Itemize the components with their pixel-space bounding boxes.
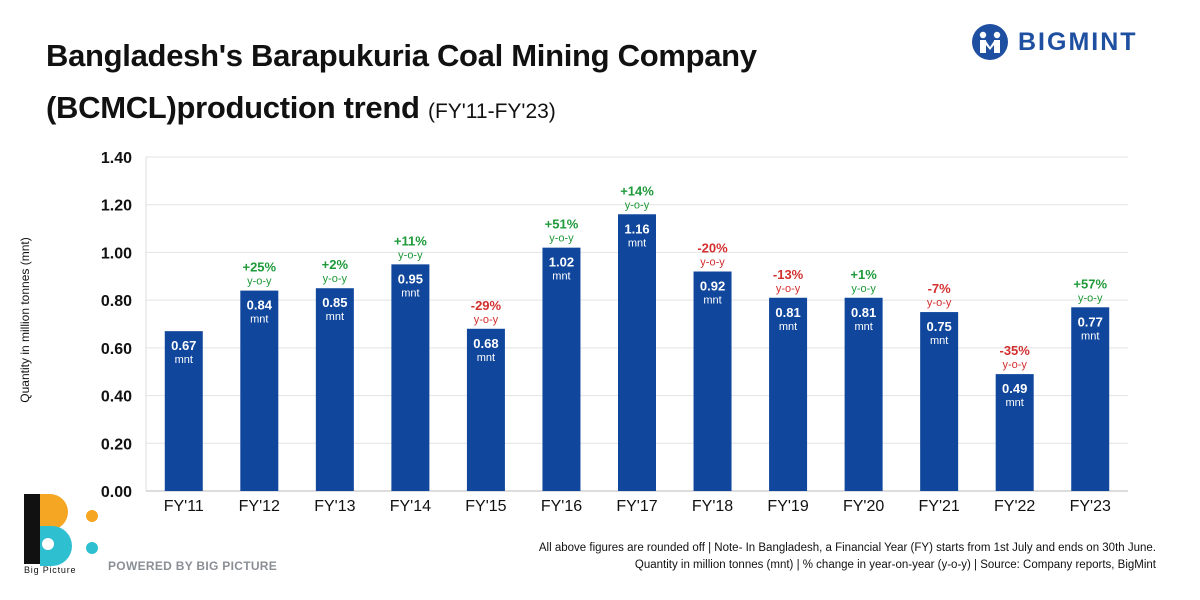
x-tick-label: FY'12 xyxy=(239,498,280,515)
yoy-change-label: -35% xyxy=(1000,343,1031,358)
y-tick-label: 1.20 xyxy=(101,198,132,215)
powered-by-text: POWERED BY BIG PICTURE xyxy=(108,559,278,573)
bar-value-label: 0.67 xyxy=(171,338,196,353)
yoy-unit-label: y-o-y xyxy=(549,233,574,245)
bar-value-label: 0.77 xyxy=(1078,314,1103,329)
bar-unit-label: mnt xyxy=(628,237,646,249)
title-line-2-text: (BCMCL)production trend xyxy=(46,90,420,125)
big-picture-brand-name: Big Picture xyxy=(24,565,77,575)
bar-value-label: 1.02 xyxy=(549,255,574,270)
bar xyxy=(995,374,1034,491)
bar-value-label: 1.16 xyxy=(624,221,649,236)
x-tick-label: FY'17 xyxy=(616,498,657,515)
title-line-2: (BCMCL)production trend (FY'11-FY'23) xyxy=(46,82,886,138)
bar-value-label: 0.85 xyxy=(322,295,347,310)
x-tick-label: FY'23 xyxy=(1070,498,1111,515)
yoy-unit-label: y-o-y xyxy=(700,257,725,269)
bigmint-logo: BIGMINT xyxy=(972,22,1138,62)
yoy-unit-label: y-o-y xyxy=(927,297,952,309)
bigmint-logo-text: BIGMINT xyxy=(1018,27,1138,56)
x-tick-label: FY'11 xyxy=(164,498,204,515)
bar-unit-label: mnt xyxy=(1006,397,1024,409)
bar-unit-label: mnt xyxy=(779,321,797,333)
yoy-change-label: +1% xyxy=(850,267,877,282)
yoy-unit-label: y-o-y xyxy=(323,273,348,285)
y-tick-label: 0.20 xyxy=(101,436,132,453)
bar-unit-label: mnt xyxy=(250,314,268,326)
bar-value-label: 0.81 xyxy=(775,305,800,320)
bar-unit-label: mnt xyxy=(1081,330,1099,342)
bar-unit-label: mnt xyxy=(552,271,570,283)
bar xyxy=(769,297,808,491)
yoy-change-label: -13% xyxy=(773,267,804,282)
bar-value-label: 0.92 xyxy=(700,279,725,294)
bar xyxy=(618,214,656,491)
chart-subtitle: (FY'11-FY'23) xyxy=(427,100,556,123)
yoy-unit-label: y-o-y xyxy=(776,283,801,295)
yoy-unit-label: y-o-y xyxy=(1078,292,1103,304)
bar xyxy=(920,312,959,491)
bar xyxy=(693,271,732,491)
bar xyxy=(315,288,354,491)
y-tick-label: 1.40 xyxy=(101,150,132,167)
bar-unit-label: mnt xyxy=(326,311,344,323)
yoy-change-label: +57% xyxy=(1073,276,1107,291)
yoy-unit-label: y-o-y xyxy=(474,314,499,326)
bar xyxy=(542,247,581,491)
x-tick-label: FY'22 xyxy=(994,498,1035,515)
title-line-1: Bangladesh's Barapukuria Coal Mining Com… xyxy=(46,38,757,73)
y-tick-label: 0.40 xyxy=(101,389,132,406)
footnote-line-1: All above figures are rounded off | Note… xyxy=(538,542,1156,554)
bar-unit-label: mnt xyxy=(175,354,193,366)
y-tick-label: 0.00 xyxy=(101,484,132,501)
bar-value-label: 0.49 xyxy=(1002,381,1027,396)
x-tick-label: FY'15 xyxy=(465,498,506,515)
bar-value-label: 0.84 xyxy=(247,298,273,313)
bar-unit-label: mnt xyxy=(703,295,721,307)
yoy-unit-label: y-o-y xyxy=(625,199,650,211)
bar-value-label: 0.81 xyxy=(851,305,876,320)
bar xyxy=(1071,307,1110,491)
yoy-unit-label: y-o-y xyxy=(851,283,876,295)
yoy-unit-label: y-o-y xyxy=(398,249,423,261)
bar-unit-label: mnt xyxy=(854,321,872,333)
yoy-change-label: +25% xyxy=(242,260,276,275)
footnote-line-2: Quantity in million tonnes (mnt) | % cha… xyxy=(634,559,1156,571)
bar-unit-label: mnt xyxy=(477,352,495,364)
y-tick-label: 0.80 xyxy=(101,293,132,310)
yoy-change-label: +2% xyxy=(322,257,349,272)
bar xyxy=(164,331,203,491)
bigmint-logo-icon xyxy=(972,24,1008,60)
bar xyxy=(240,290,279,491)
x-tick-label: FY'16 xyxy=(541,498,582,515)
bar xyxy=(466,328,505,491)
bar-unit-label: mnt xyxy=(930,335,948,347)
x-tick-label: FY'13 xyxy=(314,498,355,515)
x-tick-label: FY'18 xyxy=(692,498,733,515)
yoy-change-label: -7% xyxy=(928,281,952,296)
bar-value-label: 0.95 xyxy=(398,271,423,286)
bar xyxy=(391,264,430,491)
yoy-change-label: -29% xyxy=(471,298,502,313)
bar-value-label: 0.75 xyxy=(926,319,951,334)
big-picture-logo-icon xyxy=(22,490,106,578)
bar-value-label: 0.68 xyxy=(473,336,498,351)
yoy-change-label: -20% xyxy=(697,241,728,256)
x-tick-label: FY'14 xyxy=(390,498,431,515)
yoy-change-label: +51% xyxy=(545,217,579,232)
bar-unit-label: mnt xyxy=(401,287,419,299)
chart-title: Bangladesh's Barapukuria Coal Mining Com… xyxy=(46,30,886,138)
x-tick-label: FY'21 xyxy=(919,498,960,515)
y-tick-label: 0.60 xyxy=(101,341,132,358)
bar xyxy=(844,297,883,491)
yoy-unit-label: y-o-y xyxy=(1002,359,1027,371)
yoy-unit-label: y-o-y xyxy=(247,276,272,288)
footnote: All above figures are rounded off | Note… xyxy=(539,540,1156,574)
y-tick-label: 1.00 xyxy=(101,245,132,262)
x-tick-label: FY'19 xyxy=(767,498,808,515)
yoy-change-label: +11% xyxy=(394,233,427,248)
x-tick-label: FY'20 xyxy=(843,498,884,515)
yoy-change-label: +14% xyxy=(620,183,654,198)
